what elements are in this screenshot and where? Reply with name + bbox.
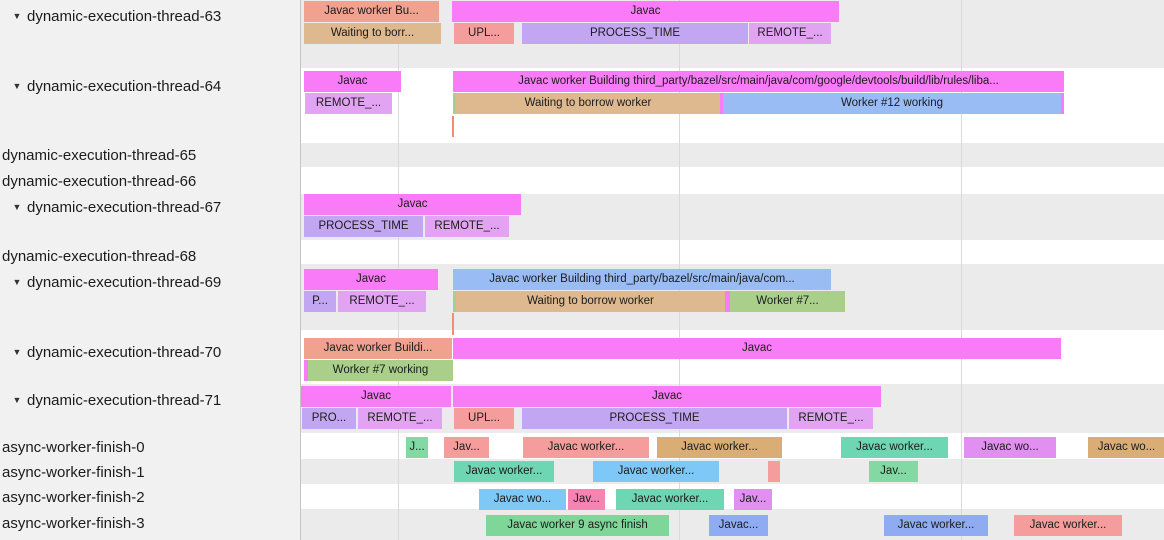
trace-event-bar[interactable]: Jav...: [568, 489, 605, 510]
trace-event-bar[interactable]: Javac worker...: [593, 461, 719, 482]
collapse-triangle-icon[interactable]: ▼: [12, 11, 22, 21]
trace-event-bar[interactable]: PROCESS_TIME: [522, 408, 787, 429]
trace-event-bar[interactable]: REMOTE_...: [358, 408, 442, 429]
trace-event-bar[interactable]: P...: [304, 291, 336, 312]
sidebar-item-dynamic-execution-thread-63[interactable]: ▼ dynamic-execution-thread-63: [0, 6, 300, 26]
collapse-triangle-icon[interactable]: ▼: [12, 81, 22, 91]
trace-event-bar[interactable]: Javac: [453, 386, 881, 407]
trace-event-bar[interactable]: Waiting to borr...: [304, 23, 441, 44]
trace-event-bar[interactable]: Javac: [301, 386, 451, 407]
trace-event-bar[interactable]: Javac worker...: [657, 437, 782, 458]
trace-event-bar[interactable]: Javac wo...: [479, 489, 566, 510]
trace-event-bar[interactable]: REMOTE_...: [425, 216, 509, 237]
thread-name-label: dynamic-execution-thread-70: [27, 343, 222, 361]
trace-event-bar[interactable]: Waiting to borrow worker: [456, 291, 725, 312]
collapse-triangle-icon[interactable]: ▼: [12, 277, 22, 287]
trace-event-bar[interactable]: [304, 360, 308, 381]
trace-event-bar[interactable]: Jav...: [734, 489, 772, 510]
trace-event-bar[interactable]: Jav...: [444, 437, 489, 458]
sidebar-item-async-worker-finish-3[interactable]: async-worker-finish-3: [0, 513, 300, 533]
sidebar-item-dynamic-execution-thread-67[interactable]: ▼ dynamic-execution-thread-67: [0, 197, 300, 217]
trace-event-bar[interactable]: Javac: [452, 1, 839, 22]
thread-names-sidebar: ▼ dynamic-execution-thread-63 ▼ dynamic-exe…: [0, 0, 300, 540]
thread-name-label: dynamic-execution-thread-64: [27, 77, 222, 95]
track-background-band: [301, 484, 1164, 509]
instant-event-tick[interactable]: [452, 313, 454, 335]
trace-event-bar[interactable]: PRO...: [302, 408, 356, 429]
sidebar-item-dynamic-execution-thread-68[interactable]: dynamic-execution-thread-68: [0, 246, 300, 266]
sidebar-item-dynamic-execution-thread-71[interactable]: ▼ dynamic-execution-thread-71: [0, 390, 300, 410]
sidebar-item-dynamic-execution-thread-70[interactable]: ▼ dynamic-execution-thread-70: [0, 342, 300, 362]
trace-event-bar[interactable]: Javac worker Buildi...: [304, 338, 452, 359]
thread-name-label: dynamic-execution-thread-68: [2, 247, 197, 265]
thread-name-label: async-worker-finish-0: [2, 438, 145, 456]
sidebar-item-async-worker-finish-0[interactable]: async-worker-finish-0: [0, 437, 300, 457]
sidebar-item-dynamic-execution-thread-65[interactable]: dynamic-execution-thread-65: [0, 145, 300, 165]
trace-event-bar[interactable]: PROCESS_TIME: [304, 216, 423, 237]
sidebar-item-dynamic-execution-thread-66[interactable]: dynamic-execution-thread-66: [0, 171, 300, 191]
thread-name-label: async-worker-finish-1: [2, 463, 145, 481]
trace-event-bar[interactable]: Javac wo...: [964, 437, 1056, 458]
thread-name-label: async-worker-finish-2: [2, 488, 145, 506]
trace-event-bar[interactable]: [720, 93, 723, 114]
trace-event-bar[interactable]: Javac wo...: [1088, 437, 1164, 458]
trace-event-bar[interactable]: [453, 93, 456, 114]
trace-event-bar[interactable]: Javac: [304, 269, 438, 290]
trace-event-bar[interactable]: REMOTE_...: [338, 291, 426, 312]
trace-event-bar[interactable]: [453, 291, 456, 312]
sidebar-item-dynamic-execution-thread-69[interactable]: ▼ dynamic-execution-thread-69: [0, 272, 300, 292]
trace-event-bar[interactable]: Waiting to borrow worker: [456, 93, 720, 114]
trace-event-bar[interactable]: Worker #12 working: [723, 93, 1061, 114]
trace-event-bar[interactable]: Javac: [304, 71, 401, 92]
trace-event-bar[interactable]: Javac worker Building third_party/bazel/…: [453, 71, 1064, 92]
trace-event-bar[interactable]: Javac worker Building third_party/bazel/…: [453, 269, 831, 290]
thread-name-label: dynamic-execution-thread-67: [27, 198, 222, 216]
trace-event-bar[interactable]: REMOTE_...: [789, 408, 873, 429]
thread-name-label: dynamic-execution-thread-71: [27, 391, 222, 409]
trace-event-bar[interactable]: [768, 461, 780, 482]
trace-event-bar[interactable]: UPL...: [454, 23, 514, 44]
trace-event-bar[interactable]: Javac worker...: [884, 515, 988, 536]
trace-event-bar[interactable]: Javac worker...: [523, 437, 649, 458]
thread-name-label: dynamic-execution-thread-65: [2, 146, 197, 164]
trace-event-bar[interactable]: Worker #7...: [730, 291, 845, 312]
trace-event-bar[interactable]: Javac worker...: [841, 437, 948, 458]
trace-event-bar[interactable]: Javac...: [709, 515, 768, 536]
trace-event-bar[interactable]: [1061, 93, 1064, 114]
track-background-band: [301, 240, 1164, 264]
trace-event-bar[interactable]: REMOTE_...: [305, 93, 392, 114]
trace-event-bar[interactable]: Javac worker 9 async finish: [486, 515, 669, 536]
time-gridline: [961, 0, 962, 540]
track-background-band: [301, 143, 1164, 167]
thread-name-label: dynamic-execution-thread-69: [27, 273, 222, 291]
timeline-canvas[interactable]: Javac worker Bu... Javac Waiting to borr..…: [300, 0, 1164, 540]
sidebar-item-async-worker-finish-2[interactable]: async-worker-finish-2: [0, 487, 300, 507]
trace-event-bar[interactable]: Javac worker...: [454, 461, 554, 482]
trace-event-bar[interactable]: Javac worker Bu...: [304, 1, 439, 22]
track-background-band: [301, 167, 1164, 194]
thread-name-label: dynamic-execution-thread-63: [27, 7, 222, 25]
sidebar-item-async-worker-finish-1[interactable]: async-worker-finish-1: [0, 462, 300, 482]
trace-event-bar[interactable]: [725, 291, 730, 312]
trace-event-bar[interactable]: REMOTE_...: [749, 23, 831, 44]
instant-event-tick[interactable]: [452, 116, 454, 137]
thread-name-label: dynamic-execution-thread-66: [2, 172, 197, 190]
trace-event-bar[interactable]: Jav...: [869, 461, 918, 482]
trace-event-bar[interactable]: PROCESS_TIME: [522, 23, 748, 44]
collapse-triangle-icon[interactable]: ▼: [12, 347, 22, 357]
thread-name-label: async-worker-finish-3: [2, 514, 145, 532]
trace-event-bar[interactable]: Worker #7 working: [308, 360, 453, 381]
trace-event-bar[interactable]: UPL...: [454, 408, 514, 429]
trace-event-bar[interactable]: Javac worker...: [1014, 515, 1122, 536]
collapse-triangle-icon[interactable]: ▼: [12, 395, 22, 405]
trace-event-bar[interactable]: Javac: [304, 194, 521, 215]
collapse-triangle-icon[interactable]: ▼: [12, 202, 22, 212]
sidebar-item-dynamic-execution-thread-64[interactable]: ▼ dynamic-execution-thread-64: [0, 76, 300, 96]
track-background-band: [301, 459, 1164, 484]
trace-event-bar[interactable]: Javac worker...: [616, 489, 724, 510]
trace-event-bar[interactable]: Javac: [453, 338, 1061, 359]
trace-event-bar[interactable]: J...: [406, 437, 428, 458]
